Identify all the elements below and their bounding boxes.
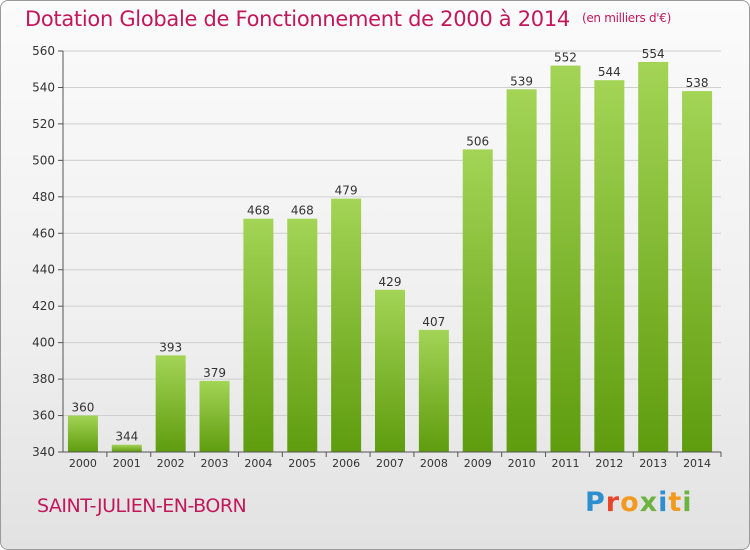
bar [67, 415, 98, 452]
y-tick-label: 420 [32, 299, 55, 313]
y-tick-label: 500 [32, 153, 55, 167]
bar-value-label: 468 [291, 204, 314, 218]
bar [155, 355, 186, 452]
y-tick-label: 460 [32, 226, 55, 240]
x-tick-label: 2007 [376, 457, 404, 470]
x-tick-label: 2006 [332, 457, 360, 470]
bar-value-label: 344 [115, 430, 138, 444]
bar [111, 444, 142, 452]
bar-value-label: 393 [159, 340, 182, 354]
bar-value-label: 360 [71, 401, 94, 415]
bars: 360 344 393 379 468 468 479 429 407 506 539 552 544 5… [67, 47, 713, 452]
chart-subtitle: (en milliers d'€) [581, 11, 671, 25]
bar [594, 80, 625, 452]
x-tick-label: 2003 [201, 457, 229, 470]
logo-letter: i [658, 487, 669, 518]
logo-letter: x [639, 487, 659, 518]
y-tick-label: 360 [32, 409, 55, 423]
x-axis: 2000 2001 2002 2003 2004 2005 2006 2007 2008 2009… [63, 451, 722, 470]
bar-value-label: 554 [642, 47, 665, 61]
logo-letter: P [585, 487, 606, 518]
x-tick-label: 2010 [508, 457, 536, 470]
y-tick-label: 340 [32, 445, 55, 459]
bar [243, 218, 274, 452]
logo-letter: t [668, 487, 683, 518]
y-tick-label: 560 [32, 44, 55, 58]
logo-letter: o [620, 487, 640, 518]
y-tick-label: 520 [32, 117, 55, 131]
town-name: SAINT-JULIEN-EN-BORN [37, 495, 247, 517]
proxiti-logo: Proxiti [585, 487, 693, 518]
bar-value-label: 506 [466, 134, 489, 148]
y-tick-label: 440 [32, 263, 55, 277]
y-axis: 340 360 380 400 420 440 460 480 500 520 540 560 [32, 44, 64, 459]
bar [506, 89, 537, 452]
bar-value-label: 468 [247, 204, 270, 218]
title-text: Dotation Globale de Fonctionnement de 20… [25, 7, 570, 31]
bar [682, 91, 713, 452]
bar [638, 61, 669, 452]
bar-value-label: 407 [422, 315, 445, 329]
y-tick-label: 540 [32, 80, 55, 94]
x-tick-label: 2000 [69, 457, 97, 470]
logo-letter: r [605, 487, 621, 518]
bar-value-label: 479 [335, 184, 358, 198]
x-tick-label: 2012 [595, 457, 623, 470]
y-tick-label: 480 [32, 190, 55, 204]
x-tick-label: 2001 [113, 457, 141, 470]
bar-value-label: 552 [554, 51, 577, 65]
x-tick-label: 2005 [288, 457, 316, 470]
bar [331, 198, 362, 452]
bar-value-label: 539 [510, 74, 533, 88]
x-tick-label: 2008 [420, 457, 448, 470]
x-tick-label: 2002 [157, 457, 185, 470]
logo-letter: i [682, 487, 693, 518]
bar-value-label: 379 [203, 366, 226, 380]
bar [375, 289, 405, 452]
bar-value-label: 544 [598, 65, 621, 79]
bar [550, 65, 581, 452]
bar [418, 329, 449, 452]
x-tick-label: 2009 [464, 457, 492, 470]
x-tick-label: 2011 [551, 457, 579, 470]
x-tick-label: 2014 [683, 457, 711, 470]
bar-value-label: 429 [379, 275, 402, 289]
bar [287, 218, 318, 452]
y-tick-label: 380 [32, 372, 55, 386]
bar [199, 380, 230, 452]
bar-value-label: 538 [686, 76, 709, 90]
x-tick-label: 2013 [639, 457, 667, 470]
chart-title: Dotation Globale de Fonctionnement de 20… [25, 7, 671, 31]
bar [462, 149, 493, 452]
y-tick-label: 400 [32, 336, 55, 350]
x-tick-label: 2004 [244, 457, 272, 470]
